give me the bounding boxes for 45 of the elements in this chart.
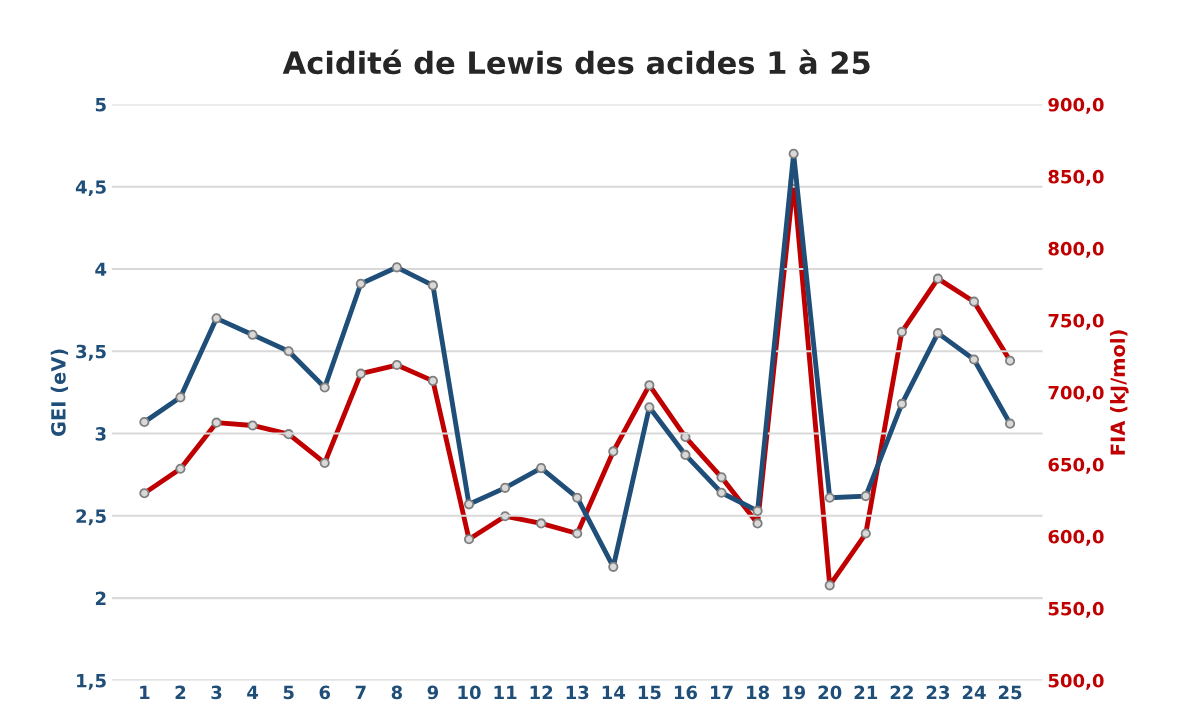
x-tick-label: 22	[890, 685, 913, 699]
x-tick-label: 5	[283, 685, 294, 700]
x-tick-label: 6	[319, 685, 331, 700]
x-tick-label: 2	[175, 685, 186, 699]
x-tick-label: 10	[458, 685, 481, 700]
y-tick-label: 2	[95, 591, 106, 605]
y2-tick-label: 900,0	[1048, 97, 1104, 114]
y-tick-label: 3,5	[76, 344, 106, 361]
x-tick-label: 20	[818, 685, 842, 700]
y2-tick-label: 500,0	[1048, 673, 1104, 690]
x-tick-label: 13	[566, 685, 589, 700]
y-tick-label: 5	[95, 98, 106, 112]
y2-tick-label: 850,0	[1048, 169, 1104, 186]
x-tick-label: 23	[926, 685, 950, 700]
x-tick-label: 1	[140, 685, 150, 699]
chart-title: Acidité de Lewis des acides 1 à 25	[282, 49, 870, 75]
x-tick-label: 3	[211, 685, 222, 700]
y-axis-title: GEI (eV)	[50, 349, 69, 437]
y2-tick-label: 600,0	[1048, 529, 1104, 546]
x-tick-label: 14	[602, 685, 626, 699]
x-tick-label: 4	[247, 685, 259, 699]
y-tick-label: 4,5	[75, 180, 106, 197]
y2-tick-label: 750,0	[1048, 313, 1104, 330]
y2-tick-label: 550,0	[1048, 601, 1104, 618]
y2-tick-label: 700,0	[1048, 385, 1104, 402]
y2-tick-label: 650,0	[1048, 457, 1104, 474]
x-tick-label: 11	[494, 685, 517, 699]
x-tick-label: 7	[355, 685, 366, 699]
x-tick-label: 12	[530, 685, 553, 699]
x-tick-label: 24	[962, 685, 986, 699]
x-tick-label: 8	[391, 685, 403, 700]
y-tick-label: 1,5	[77, 674, 106, 690]
y-tick-label: 2,5	[76, 509, 106, 526]
x-tick-label: 18	[747, 685, 770, 700]
x-tick-label: 15	[638, 685, 661, 700]
x-tick-label: 21	[854, 685, 878, 699]
y2-axis-title: FIA (kJ/mol)	[1110, 330, 1129, 455]
y-tick-label: 3	[95, 427, 106, 441]
y-tick-label: 4	[95, 262, 107, 276]
x-tick-label: 19	[783, 685, 806, 700]
y2-tick-label: 800,0	[1048, 241, 1104, 258]
x-tick-label: 9	[427, 685, 439, 700]
x-tick-label: 25	[998, 685, 1022, 700]
x-tick-label: 17	[710, 685, 733, 699]
x-tick-label: 16	[674, 685, 698, 700]
